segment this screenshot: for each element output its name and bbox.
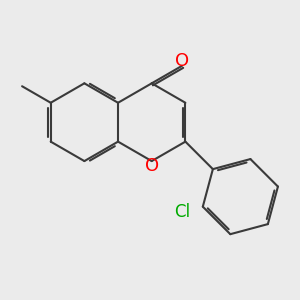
Text: O: O (175, 52, 189, 70)
Text: O: O (145, 157, 159, 175)
Text: Cl: Cl (174, 203, 190, 221)
